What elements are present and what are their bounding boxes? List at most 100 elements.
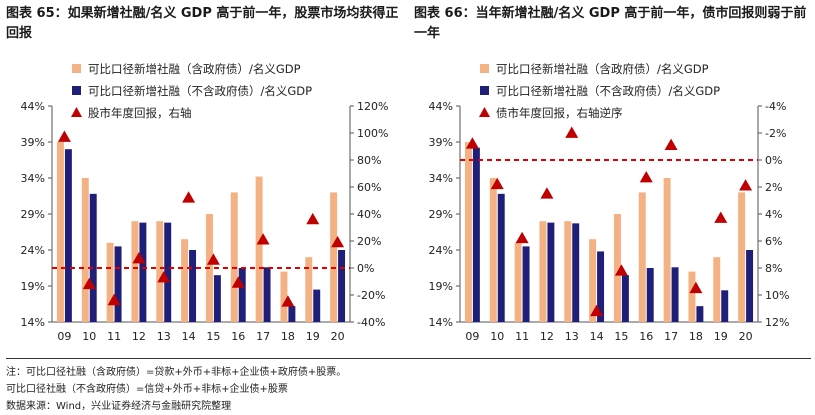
bar-excl-gov-20 bbox=[338, 250, 346, 322]
left-tick-label: 29% bbox=[429, 208, 453, 221]
x-tick-label: 09 bbox=[57, 330, 71, 343]
x-tick-label: 14 bbox=[182, 330, 196, 343]
bar-excl-gov-09 bbox=[472, 147, 480, 322]
left-tick-label: 44% bbox=[21, 100, 45, 113]
bar-excl-gov-12 bbox=[139, 222, 147, 322]
return-marker-11 bbox=[515, 231, 529, 244]
right-tick-label: 2% bbox=[765, 181, 782, 194]
x-tick-label: 11 bbox=[107, 330, 121, 343]
bar-excl-gov-18 bbox=[288, 306, 296, 322]
chart-title-right: 图表 66：当年新增社融/名义 GDP 高于前一年，债市回报则弱于前一年 bbox=[414, 6, 807, 41]
left-tick-label: 39% bbox=[429, 136, 453, 149]
chart-title-left: 图表 65：如果新增社融/名义 GDP 高于前一年，股票市场均获得正回报 bbox=[6, 6, 399, 41]
bond-return-chart: 14% 19% 24% 29% 34% 39% 44% -4% -2% 0% 2% 4% 6% 8% 10%… bbox=[429, 62, 790, 343]
left-tick-label: 34% bbox=[429, 172, 453, 185]
right-tick-label: -4% bbox=[765, 100, 786, 113]
bar-excl-gov-14 bbox=[597, 251, 605, 322]
bar-incl-gov-17 bbox=[663, 178, 671, 322]
bar-incl-gov-19 bbox=[305, 257, 313, 322]
bar-excl-gov-10 bbox=[89, 193, 97, 322]
x-tick-label: 14 bbox=[590, 330, 604, 343]
bar-incl-gov-09 bbox=[56, 142, 64, 322]
bar-incl-gov-18 bbox=[280, 271, 288, 322]
left-tick-label: 34% bbox=[21, 172, 45, 185]
bar-excl-gov-19 bbox=[313, 289, 321, 322]
bar-excl-gov-11 bbox=[114, 246, 122, 322]
right-tick-label: 10% bbox=[765, 289, 789, 302]
x-tick-label: 10 bbox=[490, 330, 504, 343]
bar-excl-gov-20 bbox=[746, 250, 754, 322]
x-tick-label: 20 bbox=[739, 330, 753, 343]
bar-excl-gov-12 bbox=[547, 222, 555, 322]
return-marker-09 bbox=[57, 130, 71, 142]
bar-incl-gov-11 bbox=[106, 242, 114, 322]
left-tick-label: 19% bbox=[429, 280, 453, 293]
x-tick-label: 17 bbox=[664, 330, 678, 343]
x-tick-label: 19 bbox=[714, 330, 728, 343]
return-marker-10 bbox=[490, 177, 504, 190]
x-tick-label: 12 bbox=[132, 330, 146, 343]
bar-incl-gov-09 bbox=[464, 142, 472, 322]
left-tick-label: 29% bbox=[21, 208, 45, 221]
right-tick-label: 80% bbox=[357, 154, 381, 167]
note-line-2: 可比口径社融（不含政府债）=信贷+外币+非标+企业债+股票 bbox=[6, 384, 288, 395]
return-marker-16 bbox=[639, 171, 653, 183]
x-tick-label: 16 bbox=[639, 330, 653, 343]
return-marker-09 bbox=[465, 137, 479, 149]
legend-label-marker: 股市年度回报，右轴 bbox=[88, 106, 192, 120]
x-tick-label: 18 bbox=[281, 330, 295, 343]
legend-swatch-marker bbox=[71, 107, 82, 117]
bar-incl-gov-20 bbox=[330, 192, 338, 322]
bar-incl-gov-10 bbox=[81, 178, 89, 322]
bar-incl-gov-10 bbox=[489, 178, 497, 322]
bar-incl-gov-16 bbox=[230, 192, 238, 322]
return-marker-13 bbox=[565, 126, 579, 138]
bar-excl-gov-11 bbox=[522, 246, 530, 322]
left-tick-label: 24% bbox=[21, 244, 45, 257]
bar-incl-gov-14 bbox=[181, 239, 189, 322]
left-tick-label: 44% bbox=[429, 100, 453, 113]
bar-incl-gov-13 bbox=[156, 221, 164, 322]
return-marker-11 bbox=[107, 293, 121, 306]
bar-incl-gov-12 bbox=[539, 221, 547, 322]
legend-label-marker: 债市年度回报，右轴逆序 bbox=[496, 106, 623, 120]
left-tick-label: 39% bbox=[21, 136, 45, 149]
x-tick-label: 12 bbox=[540, 330, 554, 343]
bar-excl-gov-13 bbox=[164, 222, 172, 322]
return-marker-17 bbox=[664, 138, 678, 151]
note-line-1: 注：可比口径社融（含政府债）=贷款+外币+非标+企业债+政府债+股票。 bbox=[6, 367, 347, 378]
bar-excl-gov-09 bbox=[64, 149, 72, 322]
right-tick-label: 20% bbox=[357, 235, 381, 248]
bar-incl-gov-17 bbox=[255, 176, 263, 322]
legend-label-incl: 可比口径新增社融（含政府债）/名义GDP bbox=[88, 62, 301, 76]
x-tick-label: 20 bbox=[331, 330, 345, 343]
bar-excl-gov-15 bbox=[213, 275, 221, 322]
return-marker-15 bbox=[206, 253, 220, 265]
bar-excl-gov-17 bbox=[671, 267, 679, 322]
bar-excl-gov-19 bbox=[721, 290, 729, 322]
bar-incl-gov-18 bbox=[688, 271, 696, 322]
x-tick-label: 11 bbox=[515, 330, 529, 343]
legend-swatch-excl bbox=[72, 86, 81, 95]
bar-excl-gov-15 bbox=[621, 275, 629, 322]
bar-incl-gov-20 bbox=[738, 192, 746, 322]
right-tick-label: -20% bbox=[357, 289, 385, 302]
bar-incl-gov-16 bbox=[638, 192, 646, 322]
notes: 注：可比口径社融（含政府债）=贷款+外币+非标+企业债+政府债+股票。 可比口径… bbox=[6, 358, 811, 415]
x-tick-label: 16 bbox=[231, 330, 245, 343]
x-tick-label: 17 bbox=[256, 330, 270, 343]
legend-label-excl: 可比口径新增社融（不含政府债）/名义GDP bbox=[88, 84, 312, 98]
right-tick-label: 60% bbox=[357, 181, 381, 194]
stock-return-chart: 14% 19% 24% 29% 34% 39% 44% -40% -20% 0% 20% 40% 60%… bbox=[21, 62, 389, 343]
return-marker-14 bbox=[182, 191, 196, 203]
note-line-3: 数据来源：Wind，兴业证券经济与金融研究院整理 bbox=[6, 401, 232, 412]
right-tick-label: -40% bbox=[357, 316, 385, 329]
x-tick-label: 15 bbox=[614, 330, 628, 343]
left-tick-label: 14% bbox=[429, 316, 453, 329]
bar-excl-gov-17 bbox=[263, 267, 271, 322]
bar-excl-gov-10 bbox=[497, 193, 505, 322]
right-tick-label: -2% bbox=[765, 127, 786, 140]
return-marker-19 bbox=[306, 212, 320, 225]
x-tick-label: 13 bbox=[157, 330, 171, 343]
left-tick-label: 19% bbox=[21, 280, 45, 293]
